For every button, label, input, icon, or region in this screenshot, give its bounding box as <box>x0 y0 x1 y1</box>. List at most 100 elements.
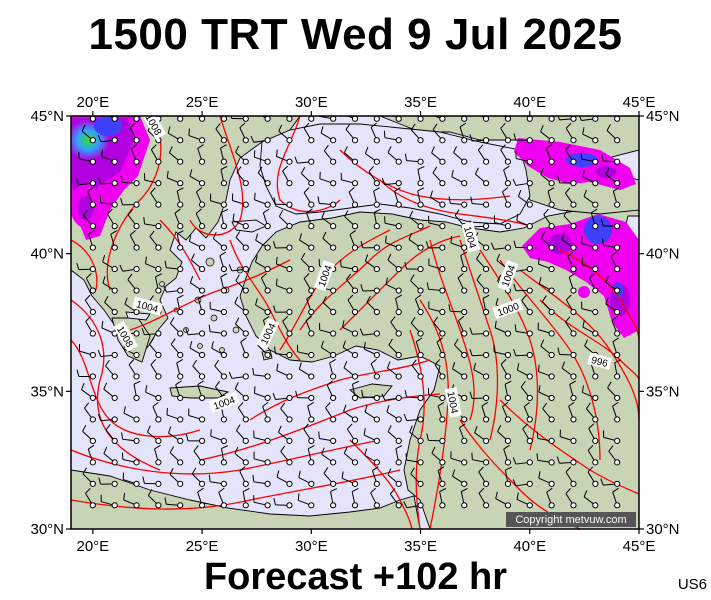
wind-barb <box>381 393 402 402</box>
wind-barb <box>454 338 468 359</box>
wind-barb <box>373 116 380 122</box>
wind-barb <box>298 470 315 487</box>
wind-barbs <box>75 116 622 509</box>
wind-barb <box>561 361 577 380</box>
wind-barb <box>502 401 512 423</box>
wind-barb <box>121 432 140 444</box>
wind-barb <box>428 301 446 316</box>
wind-barb <box>197 380 206 402</box>
wind-barb <box>523 401 533 423</box>
wind-barb <box>326 380 337 402</box>
wind-barb <box>364 405 380 423</box>
wind-barb <box>143 216 162 230</box>
map-title: 1500 TRT Wed 9 Jul 2025 <box>88 10 623 59</box>
wind-barb <box>568 273 577 294</box>
wind-barb <box>448 196 468 208</box>
wind-barb <box>559 429 577 444</box>
wind-barb <box>234 446 249 466</box>
wind-barb <box>581 257 599 273</box>
wind-barb <box>386 361 402 380</box>
wind-barb <box>101 320 118 337</box>
wind-barb <box>87 444 96 466</box>
wind-barb <box>478 466 490 487</box>
wind-barb <box>500 359 512 380</box>
wind-barb <box>565 488 577 509</box>
wind-barb <box>603 430 621 444</box>
wind-barb <box>347 294 359 316</box>
wind-barb <box>295 390 315 402</box>
wind-barb <box>513 240 533 251</box>
wind-barb <box>460 487 468 509</box>
lon-tick-label-top: 35°E <box>404 94 437 111</box>
wind-barb <box>294 156 315 165</box>
wind-barb <box>370 122 380 144</box>
wind-barb <box>348 187 359 208</box>
wind-barb <box>85 487 96 509</box>
wind-barb <box>275 278 293 294</box>
wind-barb <box>219 251 228 273</box>
wind-barb <box>192 359 206 380</box>
sea-of-marmara <box>231 219 267 233</box>
wind-barb <box>300 167 315 187</box>
wind-barb <box>503 165 512 187</box>
wind-barb <box>81 124 96 144</box>
wind-barb <box>228 371 249 380</box>
wind-barb <box>103 446 118 466</box>
wind-barb <box>105 423 118 444</box>
wind-barb <box>600 478 621 487</box>
wind-barb <box>540 339 555 359</box>
wind-barb <box>317 196 337 208</box>
wind-barb <box>128 359 140 380</box>
wind-barb <box>471 452 490 466</box>
wind-barb <box>556 456 577 466</box>
wind-barb <box>538 385 555 402</box>
wind-barb <box>522 423 533 444</box>
wind-barb <box>299 233 315 251</box>
wind-barb <box>548 116 555 122</box>
wind-barb <box>610 251 621 273</box>
wind-barb <box>82 424 96 444</box>
wind-barb <box>169 467 184 487</box>
wind-barb <box>122 472 140 487</box>
wind-barb <box>341 471 359 487</box>
wind-barb <box>145 385 162 402</box>
wind-barb <box>211 341 228 359</box>
wind-barb <box>557 175 577 187</box>
lat-tick-label-right: 35°N <box>646 383 680 400</box>
wind-barb <box>606 124 621 144</box>
wind-barb <box>585 402 599 423</box>
wind-barb <box>490 242 512 251</box>
wind-barb <box>612 187 621 208</box>
wind-barb <box>436 337 446 359</box>
wind-barb <box>580 152 599 165</box>
wind-barb <box>282 165 293 187</box>
wind-barb <box>150 359 162 380</box>
wind-barb <box>169 446 184 466</box>
wind-barb <box>107 208 118 230</box>
wind-barb <box>587 444 599 466</box>
wind-barb <box>605 275 621 294</box>
wind-barb <box>439 488 447 509</box>
wind-barb <box>252 367 271 380</box>
wind-barb <box>469 134 490 144</box>
wind-barb <box>512 479 533 487</box>
wind-barb <box>360 240 380 251</box>
rain-west-south-core <box>78 196 94 220</box>
wind-barb <box>78 344 96 359</box>
wind-barb <box>255 255 271 273</box>
wind-barb <box>120 175 140 187</box>
map-frame <box>70 115 640 530</box>
wind-barb <box>360 284 380 294</box>
wind-barb <box>394 187 402 208</box>
wind-barb <box>364 254 380 273</box>
wind-barb <box>453 146 468 165</box>
axis-ticks: 20°E 20°E 25°E 25°E 30°E 30°E 35°E 35°E 40°E 40°E… <box>30 94 679 555</box>
wind-barb <box>349 230 359 251</box>
wind-barb <box>235 317 249 337</box>
wind-barb <box>276 470 293 487</box>
rain-west-blue <box>94 116 122 136</box>
wind-barb <box>538 257 555 273</box>
lon-tick-label-bottom: 45°E <box>623 538 656 555</box>
wind-barb <box>478 487 490 509</box>
wind-barb <box>154 444 162 466</box>
